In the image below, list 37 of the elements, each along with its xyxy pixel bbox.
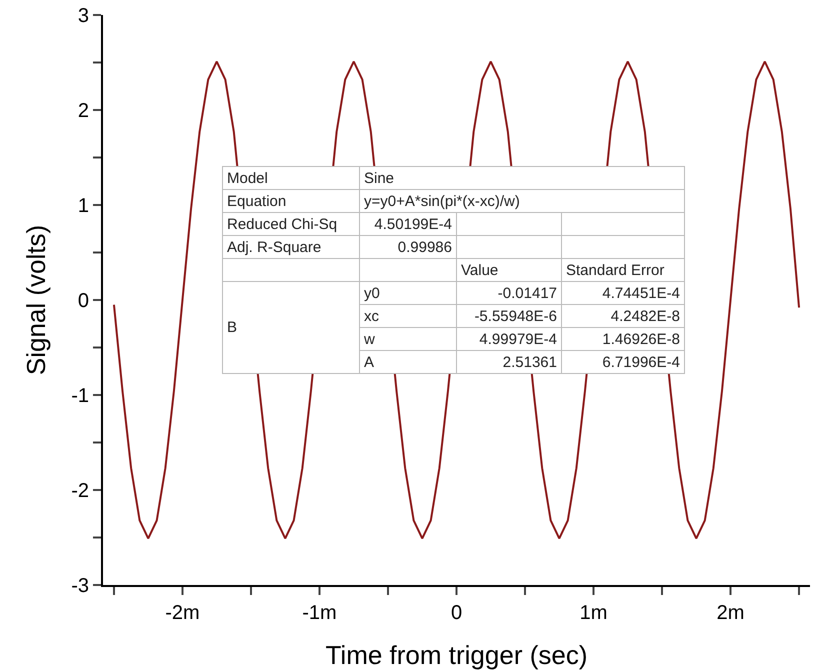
annotation: 4.2482E-8 [562,304,684,328]
y-tick-label: 3 [78,5,89,27]
annotation: w [360,328,456,350]
annotation: 2.51361 [456,350,562,374]
annotation: Value [456,258,562,282]
y-tick-label: -1 [71,385,89,407]
x-tick-label: -2m [165,602,200,624]
x-axis-title: Time from trigger (sec) [326,640,588,670]
x-tick-label: 2m [716,602,744,624]
annotation: Standard Error [562,258,684,282]
annotation: A [360,350,456,374]
annotation: -0.01417 [456,282,562,304]
annotation: y=y0+A*sin(pi*(x-xc)/w) [360,190,684,212]
annotation: B [222,282,360,374]
x-tick-label: -1m [302,602,337,624]
y-tick-label: 0 [78,290,89,312]
annotation: y0 [360,282,456,304]
annotation: -5.55948E-6 [456,304,562,328]
y-tick-label: 2 [78,100,89,122]
y-tick-label: -3 [71,575,89,597]
y-tick-label: 1 [78,195,89,217]
annotation: xc [360,304,456,328]
y-tick-label: -2 [71,480,89,502]
annotation: Reduced Chi-Sq [222,212,360,236]
annotation: 1.46926E-8 [562,328,684,350]
annotation: Model [222,166,360,190]
annotation: Adj. R-Square [222,236,360,258]
annotation: 4.74451E-4 [562,282,684,304]
annotation: 4.50199E-4 [360,212,456,236]
x-tick-label: 0 [450,602,462,624]
annotation: Sine [360,166,684,190]
annotation: Equation [222,190,360,212]
x-tick-label: 1m [580,602,608,624]
annotation: 0.99986 [360,236,456,258]
annotation: 4.99979E-4 [456,328,562,350]
y-axis-title: Signal (volts) [21,224,52,376]
annotation: 6.71996E-4 [562,350,684,374]
